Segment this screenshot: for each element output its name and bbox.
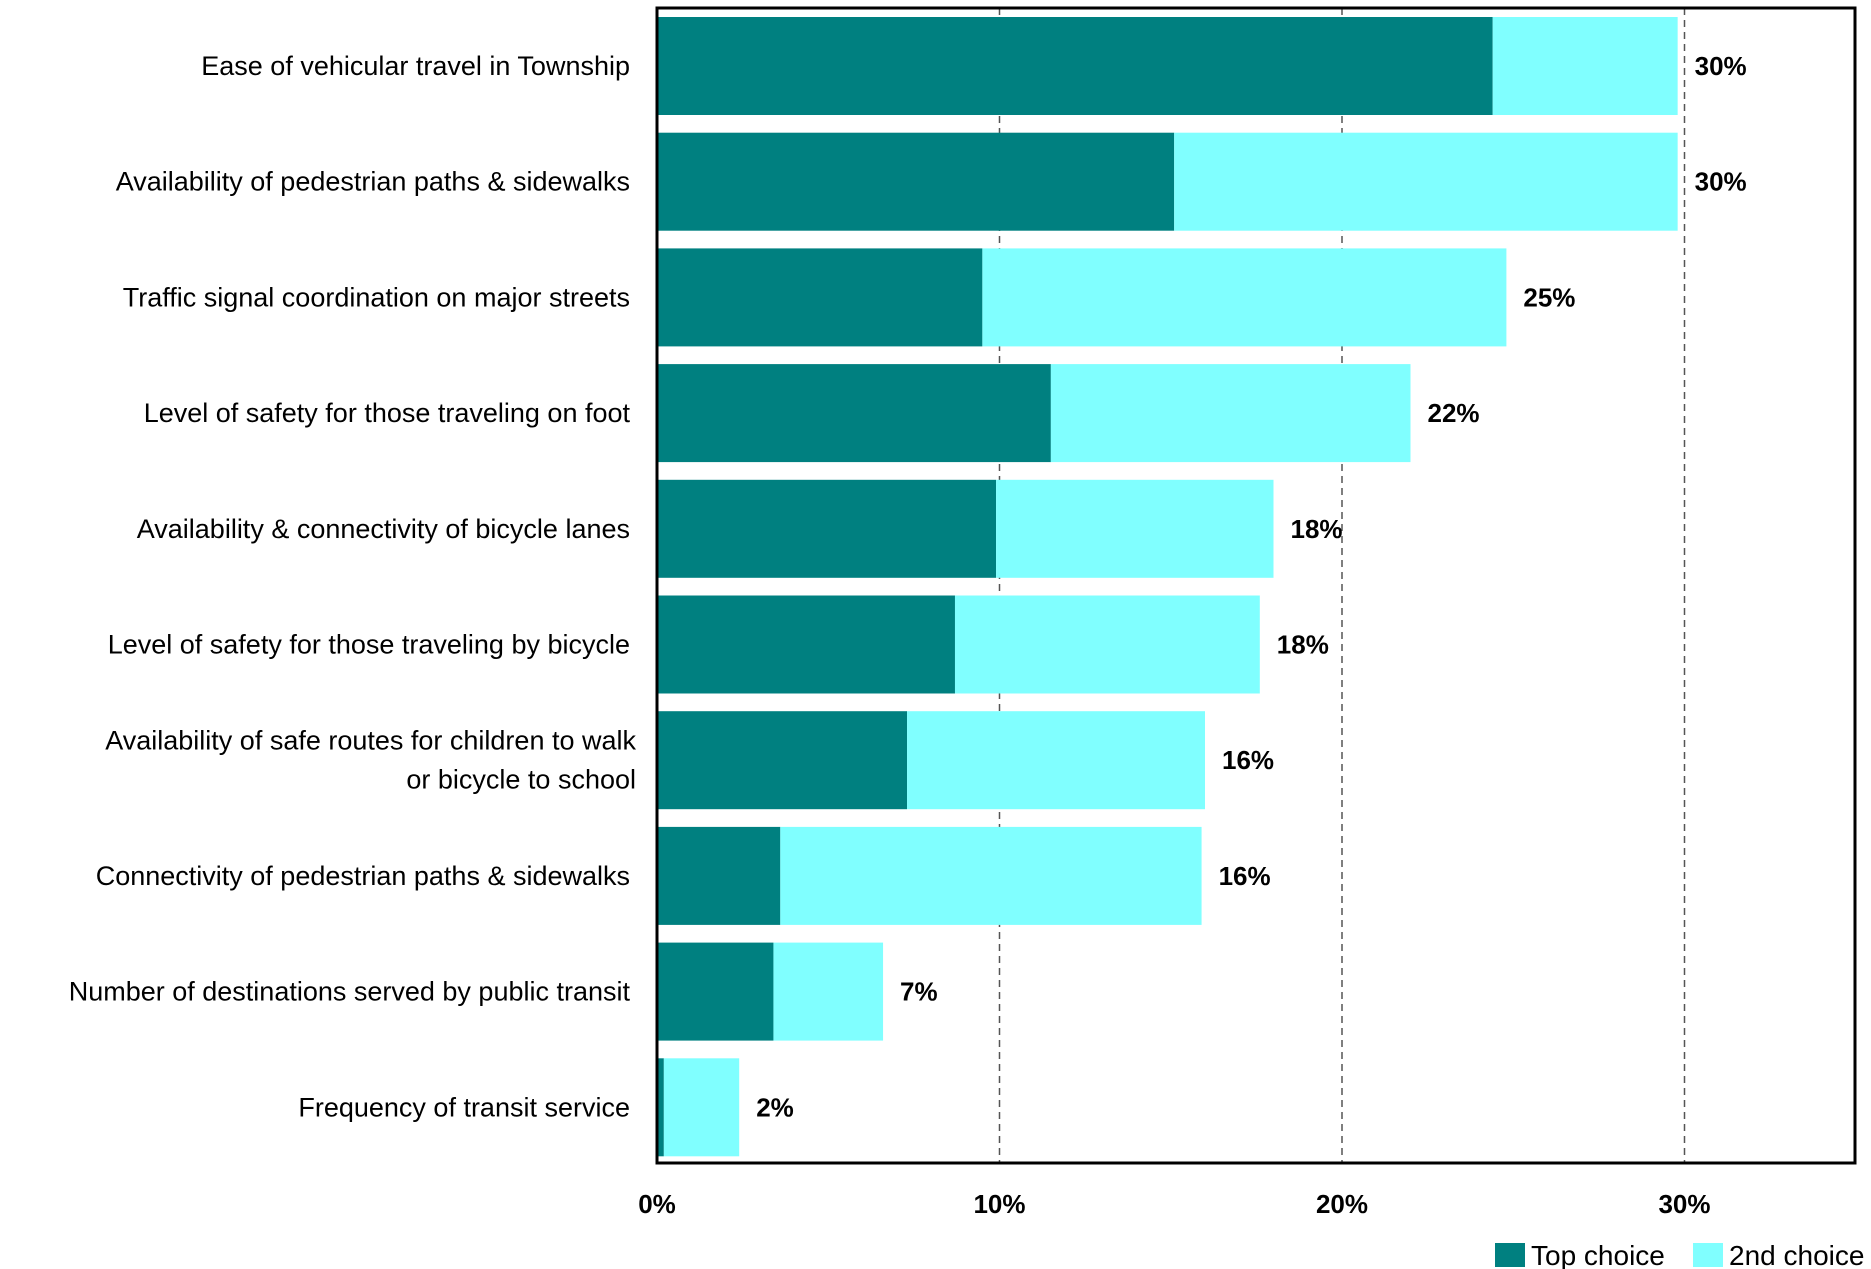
total-label-1: 30%	[1695, 167, 1747, 197]
bar-second-choice-1	[1174, 132, 1678, 231]
legend-label-second-choice: 2nd choice	[1729, 1240, 1864, 1269]
bar-top-choice-7	[657, 826, 781, 925]
category-label-1: Availability of pedestrian paths & sidew…	[116, 167, 630, 197]
total-label-3: 22%	[1428, 398, 1480, 428]
bar-second-choice-8	[773, 942, 884, 1041]
bar-second-choice-3	[1050, 364, 1411, 463]
category-label-6-line-0: Availability of safe routes for children…	[105, 726, 636, 756]
bar-second-choice-7	[780, 826, 1202, 925]
total-label-8: 7%	[900, 977, 938, 1007]
bar-top-choice-3	[657, 364, 1051, 463]
category-label-9: Frequency of transit service	[298, 1092, 630, 1122]
plot-frame	[655, 6, 1857, 1165]
bar-top-choice-8	[657, 942, 774, 1041]
bars	[657, 17, 1678, 1157]
bar-second-choice-2	[982, 248, 1507, 347]
category-label-5: Level of safety for those traveling by b…	[108, 630, 630, 660]
legend: Top choice 2nd choice	[1495, 1240, 1864, 1269]
category-label-4: Availability & connectivity of bicycle l…	[137, 514, 630, 544]
bar-top-choice-4	[657, 479, 997, 578]
total-label-2: 25%	[1523, 282, 1575, 312]
total-label-0: 30%	[1695, 51, 1747, 81]
bar-second-choice-0	[1492, 17, 1678, 115]
category-labels: Ease of vehicular travel in Township Avai…	[69, 51, 637, 1122]
category-label-7: Connectivity of pedestrian paths & sidew…	[96, 861, 630, 891]
bar-top-choice-9	[657, 1058, 664, 1157]
category-label-3: Level of safety for those traveling on f…	[144, 398, 631, 428]
bar-top-choice-2	[657, 248, 983, 347]
legend-swatch-second-choice	[1693, 1243, 1723, 1267]
bar-top-choice-5	[657, 595, 955, 694]
x-tick-label-2: 20%	[1316, 1189, 1368, 1219]
category-label-6-line-1: or bicycle to school	[406, 765, 636, 795]
total-label-7: 16%	[1219, 861, 1271, 891]
x-axis-tick-labels: 0% 10% 20% 30%	[638, 1189, 1710, 1219]
bar-top-choice-6	[657, 711, 908, 810]
bar-second-choice-9	[663, 1058, 740, 1157]
bar-second-choice-6	[907, 711, 1205, 810]
category-label-0: Ease of vehicular travel in Township	[201, 51, 630, 81]
legend-swatch-top-choice	[1495, 1243, 1525, 1267]
bar-top-choice-1	[657, 132, 1175, 231]
total-labels: 30% 30% 25% 22% 18% 18% 16% 16% 7% 2%	[756, 51, 1746, 1122]
bar-second-choice-4	[996, 479, 1274, 578]
total-label-6: 16%	[1222, 745, 1274, 775]
total-label-5: 18%	[1277, 630, 1329, 660]
category-label-2: Traffic signal coordination on major str…	[123, 282, 630, 312]
legend-label-top-choice: Top choice	[1531, 1240, 1665, 1269]
x-tick-label-3: 30%	[1658, 1189, 1710, 1219]
category-label-8: Number of destinations served by public …	[69, 977, 631, 1007]
bar-second-choice-5	[954, 595, 1260, 694]
total-label-9: 2%	[756, 1092, 794, 1122]
x-tick-label-0: 0%	[638, 1189, 676, 1219]
bar-top-choice-0	[657, 17, 1493, 115]
total-label-4: 18%	[1291, 514, 1343, 544]
x-tick-label-1: 10%	[973, 1189, 1025, 1219]
